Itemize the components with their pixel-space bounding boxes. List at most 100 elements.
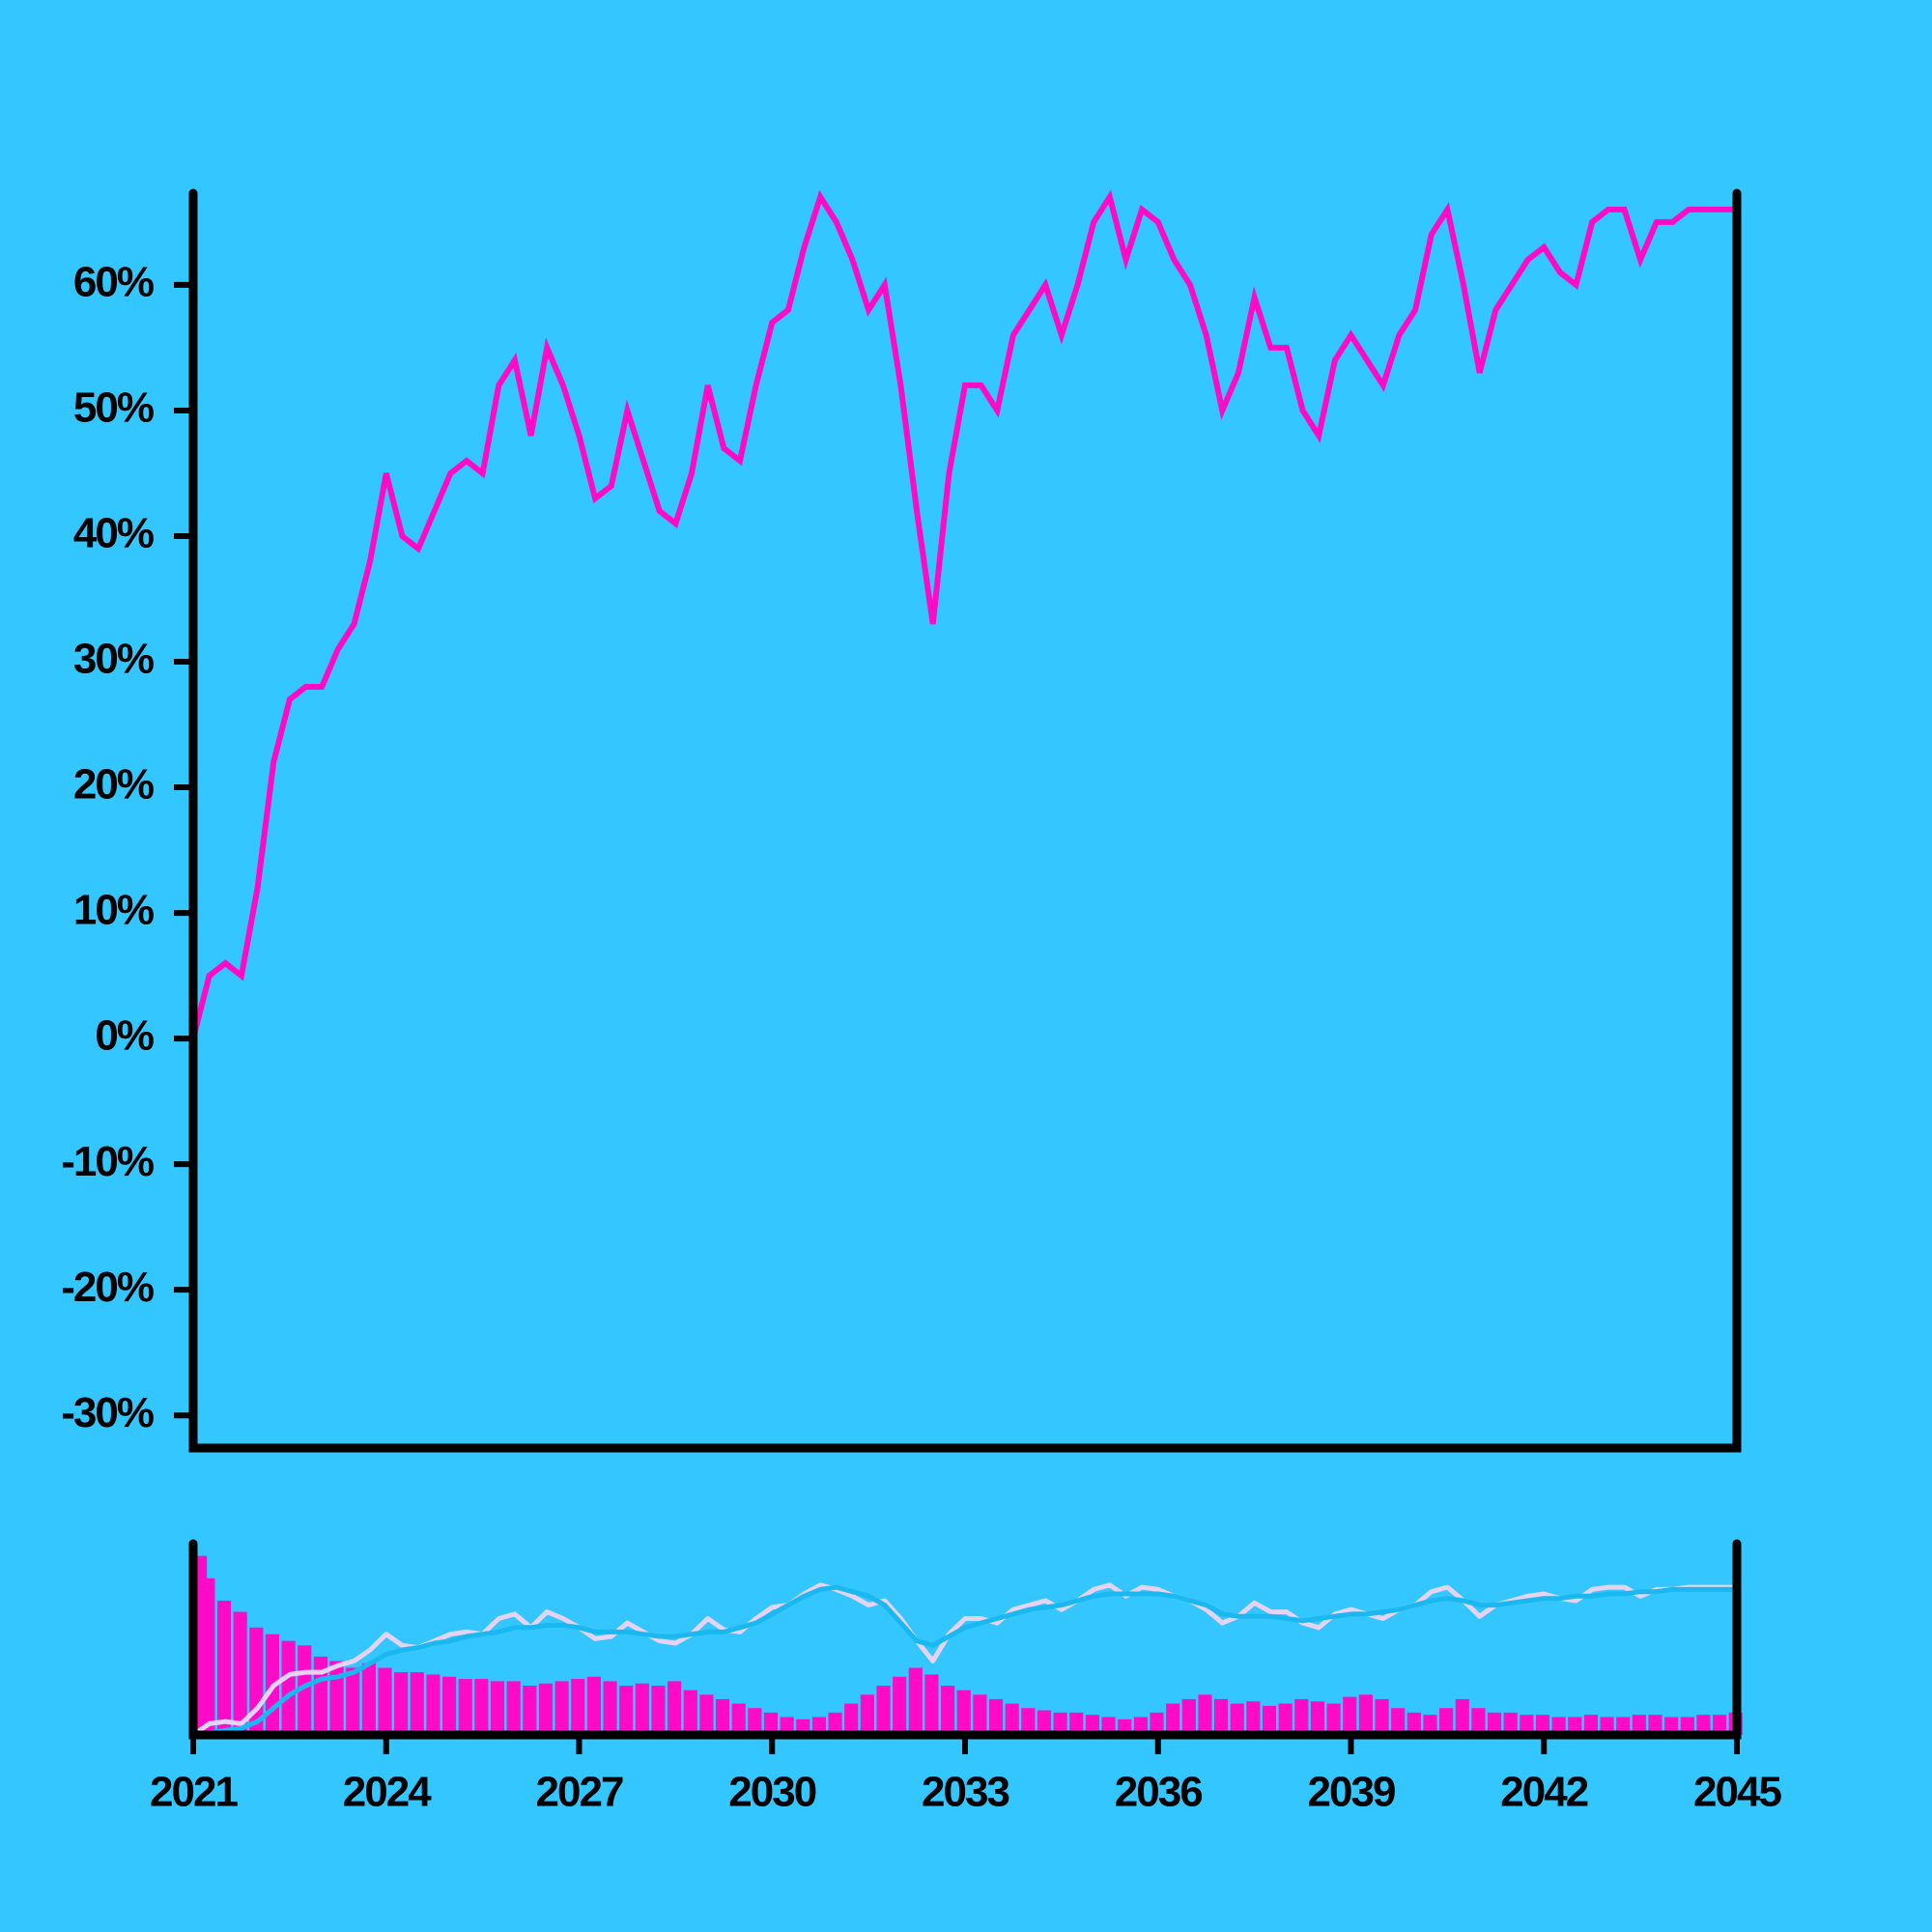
main-frame — [188, 188, 1742, 1453]
navigator-bar — [1520, 1715, 1534, 1735]
navigator-overview-line — [191, 1582, 1737, 1738]
navigator-bar — [1181, 1698, 1196, 1735]
navigator-bar — [973, 1694, 987, 1735]
navigator-bar — [893, 1676, 907, 1735]
navigator-bar — [941, 1686, 955, 1735]
navigator-bar — [1246, 1701, 1261, 1735]
navigator-bar — [216, 1600, 232, 1735]
navigator-bar — [715, 1698, 730, 1735]
navigator-bar — [699, 1694, 714, 1735]
y-tick-label: 0% — [95, 1012, 153, 1060]
navigator-bar — [1664, 1717, 1679, 1735]
navigator-bar — [1085, 1715, 1099, 1735]
x-tick-label: 2039 — [1308, 1769, 1395, 1816]
navigator-bar — [876, 1686, 891, 1735]
navigator-bar — [1713, 1715, 1727, 1735]
navigator-bar — [1198, 1694, 1212, 1735]
navigator-bar — [1455, 1698, 1469, 1735]
navigator-bar — [1423, 1715, 1437, 1735]
navigator-bar — [586, 1676, 601, 1735]
navigator-bar — [1375, 1698, 1389, 1735]
x-tick-label: 2045 — [1693, 1769, 1781, 1816]
y-tick-label: 40% — [73, 510, 154, 557]
y-tick-label: 10% — [73, 887, 154, 934]
navigator-bar — [490, 1681, 505, 1735]
navigator-bar — [1616, 1717, 1631, 1735]
navigator-bar — [571, 1679, 585, 1735]
navigator-bar — [378, 1667, 392, 1735]
navigator-bar — [1535, 1715, 1550, 1735]
navigator-bar — [811, 1717, 827, 1735]
navigator-bar — [1326, 1703, 1341, 1735]
navigator-bar — [346, 1667, 360, 1735]
navigator-bar — [1278, 1703, 1293, 1735]
navigator-bar — [1230, 1703, 1244, 1735]
navigator-bar — [474, 1679, 489, 1735]
navigator-bar — [458, 1679, 472, 1735]
navigator-bar — [1069, 1712, 1084, 1735]
navigator-bar — [298, 1645, 312, 1735]
navigator-bar — [956, 1690, 971, 1735]
navigator-bar — [1310, 1701, 1325, 1735]
navigator-bar — [1696, 1715, 1711, 1735]
main-line — [190, 189, 1737, 1039]
navigator-bar — [313, 1656, 327, 1735]
navigator-bar — [1053, 1712, 1067, 1735]
navigator-bar — [683, 1690, 697, 1735]
navigator-bar — [603, 1681, 617, 1735]
navigator-bar — [1583, 1715, 1599, 1735]
navigator-bar — [908, 1667, 923, 1735]
navigator-bar — [1632, 1715, 1646, 1735]
navigator-bar — [619, 1686, 634, 1735]
navigator-bar — [538, 1683, 554, 1735]
x-tick-label: 2030 — [728, 1769, 815, 1816]
navigator-bar — [1133, 1717, 1148, 1735]
navigator-bar — [1358, 1694, 1373, 1735]
navigator-bar — [1021, 1708, 1036, 1735]
navigator-bar — [1166, 1703, 1180, 1735]
navigator-bar — [1439, 1708, 1454, 1735]
navigator-bar — [1262, 1705, 1277, 1735]
navigator-bar — [651, 1686, 666, 1735]
navigator-bar — [394, 1672, 409, 1735]
navigator-bar — [1568, 1717, 1582, 1735]
y-tick-label: -10% — [61, 1138, 154, 1185]
navigator-bar — [1214, 1698, 1229, 1735]
x-tick-label: 2024 — [343, 1769, 432, 1816]
navigator-bar — [1487, 1712, 1502, 1735]
navigator-bar — [1600, 1717, 1614, 1735]
navigator-bar — [442, 1676, 457, 1735]
navigator-bar — [1005, 1703, 1019, 1735]
navigator-bar — [426, 1674, 440, 1735]
navigator-bar — [233, 1611, 247, 1735]
navigator-bar — [1551, 1717, 1566, 1735]
navigator-bar — [844, 1703, 859, 1735]
navigator-bar — [1471, 1708, 1486, 1735]
navigator-bar — [410, 1672, 424, 1735]
navigator-bar — [860, 1694, 874, 1735]
y-tick-label: 20% — [73, 761, 154, 809]
navigator-bar — [201, 1577, 215, 1735]
navigator-bar — [1037, 1710, 1052, 1735]
navigator-bar — [828, 1712, 842, 1735]
y-tick-label: -30% — [61, 1389, 154, 1436]
navigator-bar — [1150, 1712, 1164, 1735]
navigator-bar — [748, 1708, 762, 1735]
x-tick-label: 2036 — [1115, 1769, 1202, 1816]
navigator-bar — [1294, 1698, 1309, 1735]
y-tick-label: 30% — [73, 636, 154, 683]
navigator-bar — [361, 1662, 376, 1735]
navigator-line — [192, 1584, 1737, 1738]
navigator-bar — [731, 1703, 746, 1735]
navigator-bar — [329, 1661, 344, 1735]
x-tick-label: 2042 — [1500, 1769, 1587, 1816]
navigator-bar — [1391, 1708, 1406, 1735]
navigator-bar — [668, 1681, 682, 1735]
navigator-bar — [780, 1717, 794, 1735]
navigator-bar — [523, 1686, 537, 1735]
navigator-bar — [924, 1674, 939, 1735]
navigator-bar — [1680, 1717, 1694, 1735]
x-tick-label: 2027 — [536, 1769, 623, 1816]
navigator-bar — [281, 1640, 296, 1735]
